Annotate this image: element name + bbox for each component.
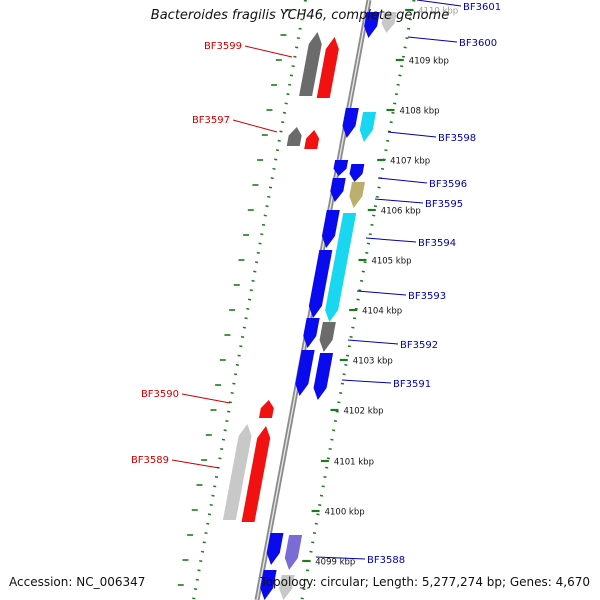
tick-label: 4104 kbp (362, 307, 402, 317)
gene-label-bf3594[interactable]: BF3594 (418, 238, 456, 249)
guide-left (192, 0, 307, 600)
gene-label-bf3595[interactable]: BF3595 (425, 199, 463, 210)
map-title: Bacteroides fragilis YCH46, complete gen… (150, 8, 450, 23)
gene-bf3594-a[interactable] (321, 210, 340, 248)
tick-label: 4108 kbp (399, 107, 439, 117)
accession-label: Accession: NC_006347 (9, 575, 146, 589)
tick-label: 4101 kbp (334, 458, 374, 468)
leader-line (347, 339, 399, 345)
leader-line (377, 177, 428, 184)
gene-labels: BF3601 BF3600 BF3598 BF3596 BF3595 BF3594 BF35… (131, 0, 501, 566)
gene-label-bf3591[interactable]: BF3591 (393, 379, 431, 390)
tick-label: 4110 kbp (418, 7, 458, 17)
gene-bf3588-b[interactable] (284, 535, 303, 570)
tick-label: 4109 kbp (409, 57, 449, 67)
gene-bf3594-b[interactable] (325, 213, 357, 322)
dotted-guides (177, 0, 416, 600)
leader-line (374, 198, 424, 204)
tick-label: 4103 kbp (353, 357, 393, 367)
tick-label: 4106 kbp (381, 207, 421, 217)
gene-bf3590[interactable] (258, 400, 274, 418)
gene-label-bf3596[interactable]: BF3596 (429, 179, 467, 190)
gene-label-bf3589[interactable]: BF3589 (131, 455, 169, 466)
gene-features (222, 12, 397, 600)
gene-bf3595[interactable] (349, 182, 366, 208)
gene-label-bf3597[interactable]: BF3597 (192, 115, 230, 126)
gene-label-bf3601[interactable]: BF3601 (463, 2, 501, 13)
gene-bf3597-b[interactable] (304, 130, 320, 149)
gene-bf3591-b[interactable] (313, 353, 334, 400)
leader-line (244, 45, 293, 58)
gene-bf3596-c[interactable] (330, 178, 346, 202)
gene-label-bf3592[interactable]: BF3592 (400, 340, 438, 351)
gene-label-bf3598[interactable]: BF3598 (438, 133, 476, 144)
gene-bf3588-d[interactable] (279, 575, 295, 600)
gene-bf3599-b[interactable] (316, 37, 339, 98)
gene-bf3598-a[interactable] (342, 108, 359, 138)
guide-right (300, 0, 416, 600)
gene-bf3588-a[interactable] (266, 533, 284, 565)
gene-bf3596-b[interactable] (349, 164, 365, 182)
tick-label: 4099 kbp (315, 558, 355, 568)
gene-bf3601-c[interactable] (364, 12, 380, 38)
gene-label-bf3600[interactable]: BF3600 (459, 38, 497, 49)
leader-line (341, 379, 392, 384)
leader-line (407, 36, 458, 43)
gene-bf3589-a[interactable] (222, 424, 252, 520)
gene-label-bf3590[interactable]: BF3590 (141, 389, 179, 400)
leader-line (365, 237, 417, 243)
tick-label: 4102 kbp (343, 407, 383, 417)
gene-bf3597-a[interactable] (286, 127, 302, 146)
kbp-ticks: 4110 kbp 4109 kbp 4108 kbp 4107 kbp 4106 kbp… (302, 7, 458, 568)
gene-bf3592-a[interactable] (303, 318, 320, 348)
leader-line (416, 0, 462, 7)
gene-bf3592-b[interactable] (319, 322, 336, 352)
gene-label-bf3588[interactable]: BF3588 (367, 555, 405, 566)
tick-label: 4105 kbp (371, 257, 411, 267)
leader-line (315, 556, 366, 560)
gene-label-bf3593[interactable]: BF3593 (408, 291, 446, 302)
gene-bf3591-a[interactable] (295, 350, 315, 396)
topology-label: Topology: circular; Length: 5,277,274 bp… (260, 575, 590, 589)
gene-bf3593[interactable] (308, 250, 333, 318)
gene-label-bf3599[interactable]: BF3599 (204, 41, 242, 52)
gene-bf3598-b[interactable] (359, 112, 377, 142)
gene-bf3588-c[interactable] (260, 570, 277, 600)
gene-bf3601-b[interactable] (381, 12, 397, 33)
tick-label: 4107 kbp (390, 157, 430, 167)
leader-line (356, 290, 407, 296)
leader-line (387, 131, 437, 138)
leader-line (171, 459, 220, 469)
gene-bf3589-b[interactable] (241, 426, 271, 522)
gene-bf3596-a[interactable] (333, 160, 349, 176)
leader-line (181, 393, 231, 404)
leader-line (232, 119, 278, 133)
gene-bf3599-a[interactable] (299, 32, 322, 96)
tick-label: 4100 kbp (325, 508, 365, 518)
